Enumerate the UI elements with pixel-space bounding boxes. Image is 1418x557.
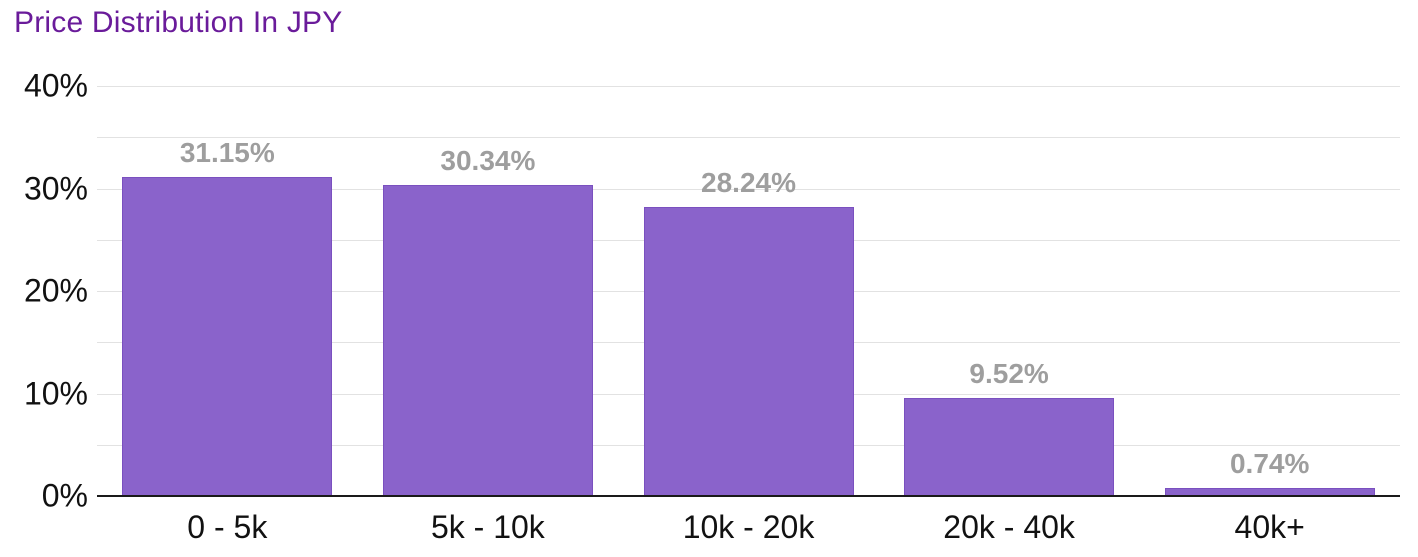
bar-value-label: 31.15% xyxy=(179,137,275,168)
y-axis-tick-label: 20% xyxy=(23,272,88,309)
x-axis-baseline xyxy=(97,495,1400,497)
bar-value-label: 30.34% xyxy=(440,145,536,176)
minor-gridline xyxy=(97,137,1400,138)
x-axis-category-label: 40k+ xyxy=(1234,509,1305,545)
y-axis-tick-label: 0% xyxy=(41,477,88,514)
y-axis-tick-label: 30% xyxy=(23,170,88,206)
chart-title: Price Distribution In JPY xyxy=(14,6,343,39)
x-axis-category-label: 20k - 40k xyxy=(943,509,1075,545)
bar-value-label: 28.24% xyxy=(701,167,796,198)
bar-40k+[interactable] xyxy=(1165,488,1375,496)
x-axis-category-label: 5k - 10k xyxy=(430,509,545,545)
bar-0-5k[interactable] xyxy=(122,177,332,496)
y-axis-tick-label: 40% xyxy=(23,67,88,104)
bar-10k-20k[interactable] xyxy=(644,207,854,496)
bar-20k-40k[interactable] xyxy=(904,398,1114,496)
x-axis-category-label: 10k - 20k xyxy=(682,509,815,545)
major-gridline xyxy=(97,86,1400,87)
bar-5k-10k[interactable] xyxy=(383,185,593,496)
x-axis-category-label: 0 - 5k xyxy=(187,509,268,545)
major-gridline xyxy=(97,189,1400,190)
y-axis-tick-label: 10% xyxy=(23,375,88,411)
bar-value-label: 9.52% xyxy=(969,358,1049,389)
bar-value-label: 0.74% xyxy=(1229,448,1310,479)
